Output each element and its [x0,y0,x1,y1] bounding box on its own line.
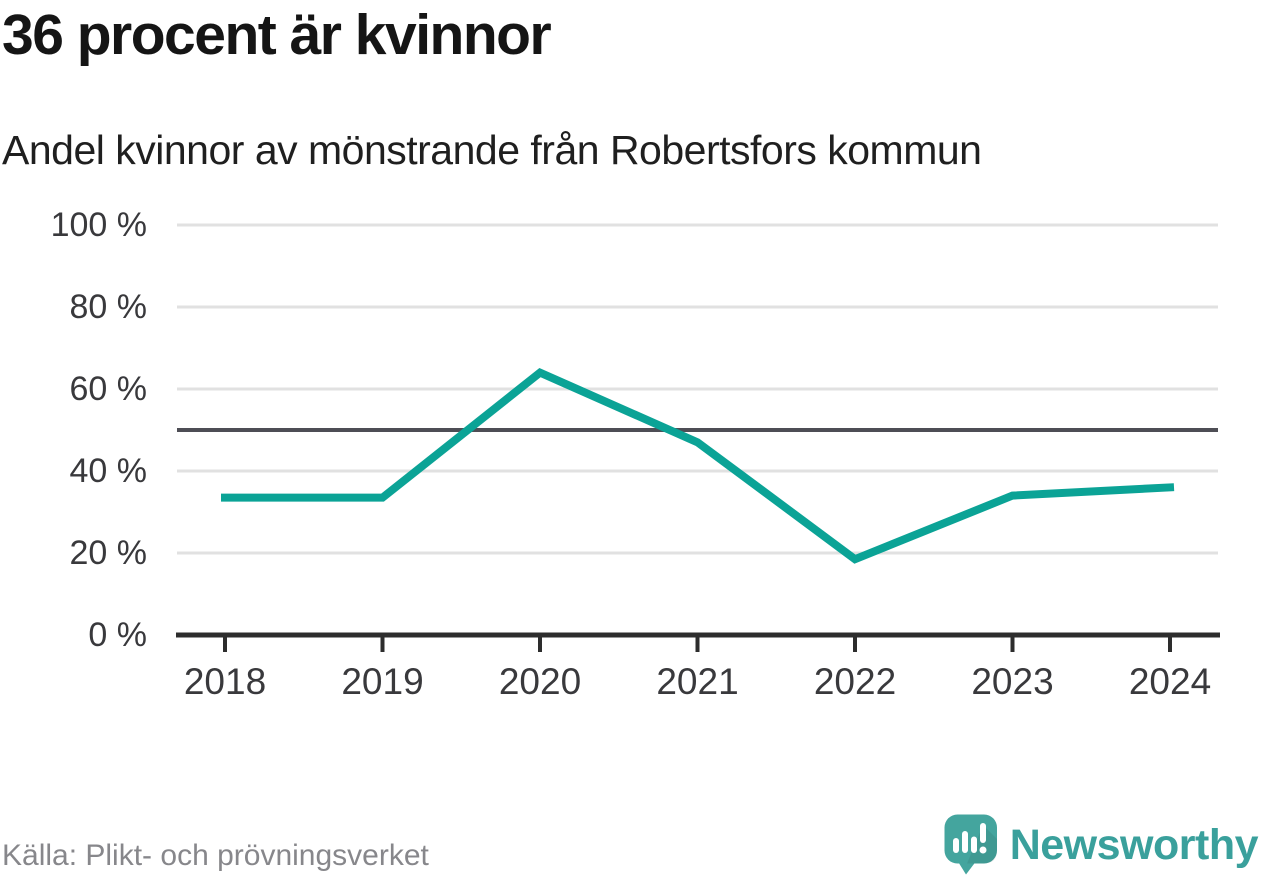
logo-exclamation-bar [979,823,986,843]
newsworthy-speech-bubble-bar-chart-exclamation-icon [944,814,997,875]
y-tick-label-20: 20 % [69,534,148,572]
chart-title: 36 procent är kvinnor [2,3,552,67]
newsworthy-logo: Newsworthy [944,814,1259,876]
chart-subtitle: Andel kvinnor av mönstrande från Roberts… [2,127,982,173]
logo-exclamation-dot [979,846,987,854]
logo-bar-1 [952,838,959,853]
x-tick-label-2018: 2018 [183,661,267,702]
x-tick-label-2021: 2021 [656,661,739,702]
x-tick-label-2023: 2023 [971,661,1054,702]
y-tick-label-0: 0 % [88,616,147,654]
logo-shadow-shape [966,825,997,864]
logo-bar-3 [970,836,977,853]
newsworthy-wordmark: Newsworthy [1009,820,1259,869]
logo-bar-2 [961,831,968,853]
source-caption: Källa: Plikt- och prövningsverket [2,839,429,872]
series-line [221,367,1175,564]
y-tick-label-40: 40 % [69,452,148,490]
x-tick-label-2020: 2020 [498,661,582,702]
x-tick-label-2019: 2019 [341,661,424,702]
y-tick-label-80: 80 % [69,288,148,326]
x-tick-label-2022: 2022 [813,661,897,702]
logo-bubble-tail [956,860,977,875]
y-tick-label-60: 60 % [69,370,148,408]
y-tick-label-100: 100 % [50,206,147,244]
x-tick-label-2024: 2024 [1128,661,1212,702]
